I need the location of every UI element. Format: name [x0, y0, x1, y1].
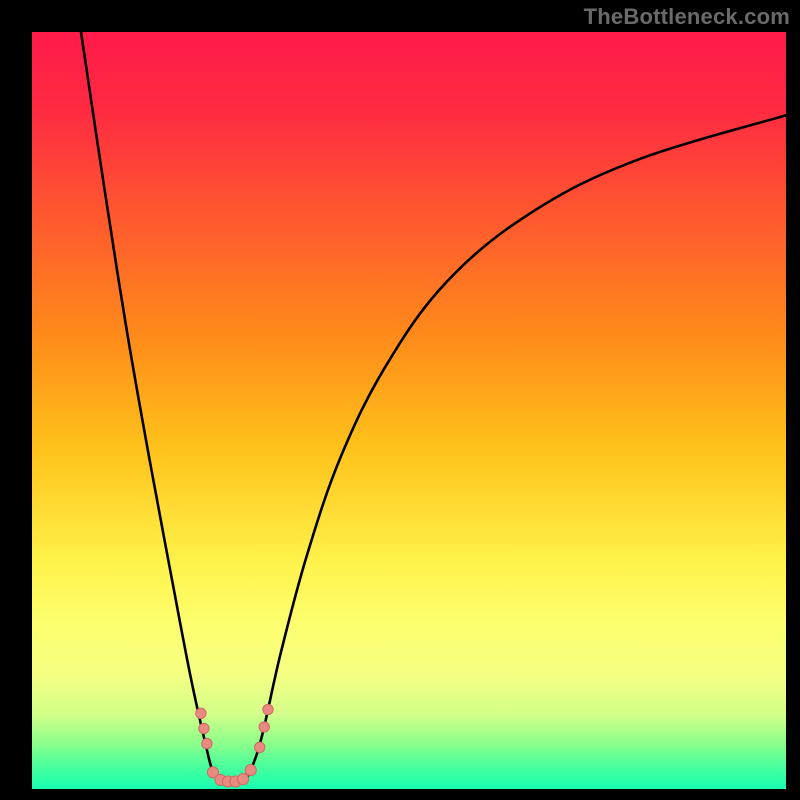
data-marker [255, 742, 265, 752]
data-marker [263, 704, 273, 714]
data-marker [238, 774, 249, 785]
data-marker [199, 723, 209, 733]
attribution-text: TheBottleneck.com [584, 4, 790, 30]
data-marker [202, 738, 212, 748]
outer-frame: TheBottleneck.com [0, 0, 800, 800]
gradient-background [32, 32, 786, 789]
data-marker [196, 708, 206, 718]
data-marker [245, 764, 256, 775]
bottleneck-chart [32, 32, 786, 789]
data-marker [259, 722, 269, 732]
